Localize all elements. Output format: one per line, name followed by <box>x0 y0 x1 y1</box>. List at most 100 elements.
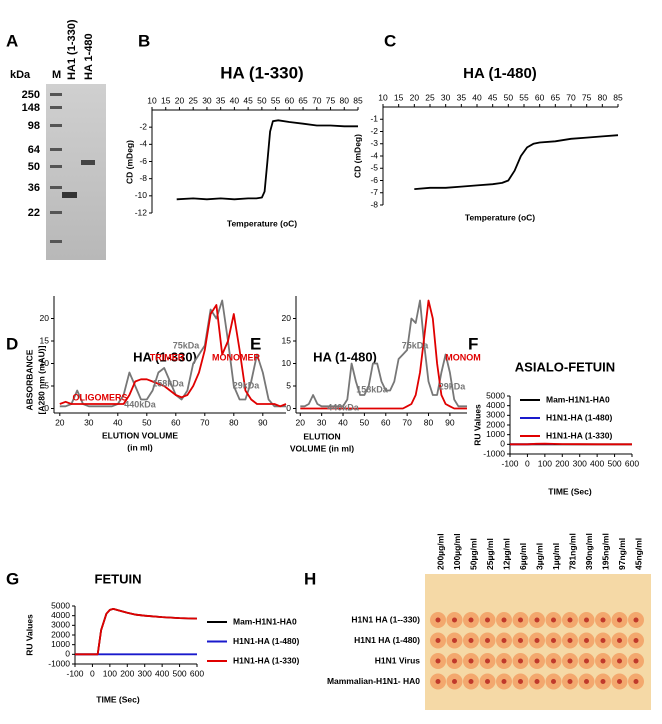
legend-label: Mam-H1N1-HA0 <box>546 394 610 404</box>
x-tick-label: 30 <box>84 417 94 427</box>
chart-title: HA (1-480) <box>463 65 537 82</box>
row-label: H1N1 Virus <box>375 655 420 665</box>
panel-letter: B <box>138 31 150 50</box>
column-label: 50µg/ml <box>468 538 478 570</box>
well-center <box>551 679 556 684</box>
well-center <box>452 638 457 643</box>
panel-letter: A <box>6 31 18 50</box>
annotation: MONOM <box>445 352 481 362</box>
y-tick-label: -6 <box>139 156 147 166</box>
annotation: 158kDa <box>152 378 185 388</box>
y-tick-label: 10 <box>282 358 292 368</box>
y-tick-label: -2 <box>370 126 378 136</box>
y-tick-label: 3000 <box>486 410 505 420</box>
legend-label: H1N1-HA (1-330) <box>546 430 612 440</box>
well-center <box>633 658 639 664</box>
column-label: 3µg/ml <box>534 543 544 570</box>
x-axis-label: Temperature (oC) <box>227 218 297 228</box>
gel-image <box>46 84 106 260</box>
x-tick-label: -100 <box>501 458 518 468</box>
well-center <box>617 658 622 664</box>
x-tick-label: 70 <box>312 95 322 105</box>
x-tick-label: 90 <box>258 417 268 427</box>
y-tick-label: -1000 <box>48 658 70 668</box>
row-label: H1N1 HA (1--330) <box>351 614 420 624</box>
x-tick-label: 85 <box>613 92 623 102</box>
well-center <box>534 679 540 684</box>
well-center <box>633 617 639 623</box>
well-center <box>600 658 606 664</box>
chart-title: HA (1-330) <box>220 63 303 82</box>
x-tick-label: 80 <box>424 417 434 427</box>
well-center <box>534 658 540 664</box>
x-tick-label: 0 <box>525 458 530 468</box>
x-tick-label: 15 <box>161 95 171 105</box>
column-label: 97ng/ml <box>617 538 627 570</box>
y-axis-label: ABSORBANCE <box>24 349 34 410</box>
x-tick-label: 20 <box>410 92 420 102</box>
x-tick-label: 40 <box>113 417 123 427</box>
x-tick-label: 50 <box>360 417 370 427</box>
well-center <box>501 679 507 684</box>
annotation: TRIMER <box>150 352 185 362</box>
x-tick-label: 50 <box>504 92 514 102</box>
well-center <box>485 658 490 664</box>
well-center <box>501 617 507 623</box>
x-tick-label: 80 <box>340 95 350 105</box>
x-tick-label: 20 <box>175 95 185 105</box>
well-center <box>435 617 441 623</box>
x-tick-label: 40 <box>230 95 240 105</box>
x-tick-label: 200 <box>555 458 569 468</box>
y-tick-label: 5 <box>286 380 291 390</box>
y-tick-label: -1000 <box>483 448 505 458</box>
x-tick-label: 70 <box>402 417 412 427</box>
legend-label: H1N1-HA (1-330) <box>233 655 299 665</box>
well-center <box>518 638 523 643</box>
data-line <box>176 119 358 201</box>
column-label: 781ng/ml <box>567 533 577 570</box>
x-tick-label: 15 <box>394 92 404 102</box>
x-tick-label: 25 <box>425 92 435 102</box>
x-tick-label: 45 <box>488 92 498 102</box>
column-label: 390ng/ml <box>584 533 594 570</box>
annotation: 75kDa <box>173 340 201 350</box>
y-tick-label: -8 <box>370 199 378 209</box>
y-tick-label: 3000 <box>51 620 70 630</box>
data-line <box>59 299 286 408</box>
unit-label: kDa <box>10 69 31 81</box>
column-label: 45ng/ml <box>633 538 643 570</box>
well-center <box>617 638 622 643</box>
y-tick-label: 5000 <box>486 390 505 400</box>
data-line <box>59 304 287 408</box>
y-tick-label: 0 <box>65 649 70 659</box>
x-tick-label: 35 <box>216 95 226 105</box>
x-tick-label: 65 <box>298 95 308 105</box>
y-tick-label: 15 <box>40 335 50 345</box>
panel-letter: D <box>6 334 18 353</box>
x-axis-label: (in ml) <box>127 442 153 452</box>
well-center <box>584 679 589 684</box>
chart-title: HA (1-480) <box>313 349 377 364</box>
column-label: 200µg/ml <box>435 533 445 570</box>
x-tick-label: 85 <box>353 95 363 105</box>
x-tick-label: 20 <box>55 417 65 427</box>
column-label: 1µg/ml <box>551 543 561 570</box>
well-center <box>551 617 556 623</box>
y-tick-label: -2 <box>139 121 147 131</box>
marker-label: 250 <box>22 89 40 101</box>
x-axis-label: ELUTION <box>303 431 340 441</box>
y-tick-label: 5 <box>44 380 49 390</box>
well-center <box>452 679 457 684</box>
well-center <box>452 617 457 623</box>
well-center <box>518 658 523 664</box>
panel-letter: H <box>304 569 316 588</box>
x-tick-label: 0 <box>90 668 95 678</box>
legend-label: Mam-H1N1-HA0 <box>233 616 297 626</box>
y-tick-label: -4 <box>139 139 147 149</box>
well-center <box>518 617 523 623</box>
y-axis-label: CD (mDeg) <box>352 134 362 178</box>
data-line <box>300 299 467 410</box>
x-axis-label: VOLUME (in ml) <box>290 443 354 453</box>
well-center <box>435 638 441 643</box>
x-tick-label: 75 <box>582 92 592 102</box>
